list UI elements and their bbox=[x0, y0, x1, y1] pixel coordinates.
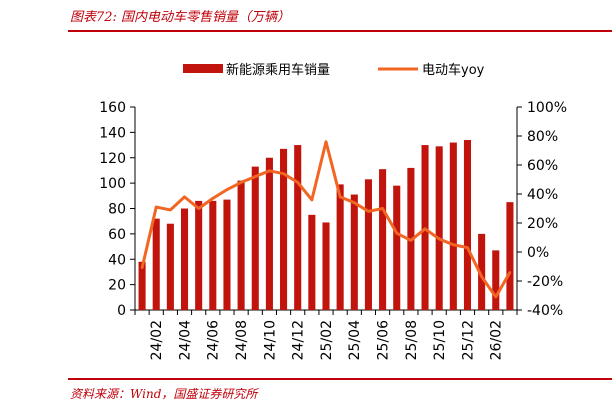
yoy-point bbox=[169, 208, 172, 212]
y-left-tick-label: 60 bbox=[108, 227, 126, 243]
legend-line-label: 电动车yoy bbox=[422, 62, 485, 78]
yoy-point bbox=[423, 227, 427, 230]
y-left-tick-label: 40 bbox=[108, 252, 126, 268]
legend-bar-swatch bbox=[183, 64, 223, 73]
bar bbox=[152, 218, 160, 310]
yoy-point bbox=[508, 271, 512, 274]
x-tick-label: 24/06 bbox=[206, 320, 222, 360]
bar bbox=[463, 139, 472, 310]
x-tick-label: 25/10 bbox=[432, 320, 448, 360]
x-tick-label: 25/12 bbox=[460, 320, 476, 360]
bar bbox=[478, 233, 486, 310]
yoy-point bbox=[254, 175, 257, 178]
bar bbox=[322, 222, 330, 310]
bar bbox=[209, 200, 217, 310]
y-right-tick-label: 80% bbox=[527, 129, 558, 145]
bar bbox=[308, 214, 316, 310]
x-tick-label: 25/02 bbox=[319, 320, 335, 360]
yoy-point bbox=[338, 195, 342, 199]
yoy-point bbox=[140, 266, 144, 270]
y-left-tick-label: 80 bbox=[108, 202, 126, 218]
yoy-point bbox=[452, 243, 455, 246]
chart: 新能源乘用车销量 电动车yoy 0 20 40 60 80 100 120 140 160 -40… bbox=[99, 62, 567, 360]
y-left-tick-label: 140 bbox=[99, 125, 126, 141]
x-tick-label: 24/12 bbox=[291, 320, 307, 360]
yoy-point bbox=[282, 172, 285, 175]
yoy-point bbox=[409, 239, 413, 242]
yoy-point bbox=[324, 140, 328, 143]
yoy-point bbox=[367, 210, 370, 213]
yoy-point bbox=[225, 188, 229, 191]
bar bbox=[195, 200, 203, 310]
y-left-tick-label: 20 bbox=[108, 278, 126, 294]
tick-labels: 0 20 40 60 80 100 120 140 160 -40% -20% 0% 20% 40% 60%… bbox=[99, 100, 567, 360]
legend-bar-label: 新能源乘用车销量 bbox=[226, 62, 330, 78]
x-tick-label: 24/02 bbox=[149, 320, 165, 360]
y-right-tick-label: 40% bbox=[527, 187, 558, 203]
bar bbox=[138, 261, 146, 310]
bar bbox=[393, 185, 401, 310]
yoy-point bbox=[310, 198, 314, 201]
bar bbox=[265, 157, 273, 310]
x-tick-label: 25/06 bbox=[375, 320, 391, 360]
line-series bbox=[140, 140, 512, 299]
y-right-tick-label: 100% bbox=[527, 100, 567, 116]
yoy-point bbox=[211, 197, 215, 200]
x-tick-label: 25/04 bbox=[347, 320, 363, 360]
bar bbox=[492, 250, 500, 310]
y-right-tick-label: -40% bbox=[527, 303, 563, 319]
yoy-point bbox=[480, 275, 483, 278]
yoy-point bbox=[353, 201, 356, 204]
bar bbox=[435, 146, 443, 310]
yoy-point bbox=[268, 169, 271, 172]
bar bbox=[449, 142, 457, 310]
yoy-point bbox=[183, 195, 186, 199]
bar bbox=[251, 166, 259, 310]
bar bbox=[166, 223, 174, 310]
x-tick-label: 24/10 bbox=[262, 320, 278, 360]
bar bbox=[180, 208, 189, 310]
yoy-point bbox=[197, 207, 200, 210]
yoy-point bbox=[494, 295, 497, 299]
yoy-point bbox=[395, 231, 398, 235]
bar bbox=[237, 180, 245, 310]
y-right-tick-label: 0% bbox=[527, 245, 549, 261]
source-rule bbox=[68, 378, 612, 380]
bar bbox=[280, 148, 288, 310]
y-left-tick-label: 0 bbox=[117, 303, 126, 319]
bar-series bbox=[138, 139, 514, 310]
source-note: 资料来源：Wind，国盛证券研究所 bbox=[70, 387, 258, 401]
bar bbox=[506, 202, 514, 310]
yoy-point bbox=[296, 181, 299, 184]
yoy-point bbox=[239, 181, 243, 184]
yoy-point bbox=[381, 207, 384, 210]
x-tick-label: 26/02 bbox=[489, 320, 505, 360]
bar bbox=[350, 194, 358, 310]
x-tick-label: 24/04 bbox=[177, 320, 193, 360]
legend: 新能源乘用车销量 电动车yoy bbox=[183, 62, 485, 78]
y-left-tick-label: 120 bbox=[99, 151, 126, 167]
yoy-point bbox=[437, 237, 441, 241]
y-left-tick-label: 160 bbox=[99, 100, 126, 116]
y-right-tick-label: -20% bbox=[527, 274, 563, 290]
figure-title: 图表72: 国内电动车零售销量（万辆） bbox=[70, 10, 291, 25]
bar bbox=[294, 145, 302, 310]
bar bbox=[364, 179, 372, 310]
x-tick-label: 25/08 bbox=[404, 320, 420, 360]
bar bbox=[379, 169, 387, 310]
yoy-point bbox=[155, 205, 158, 209]
y-right-tick-label: 60% bbox=[527, 158, 558, 174]
yoy-point bbox=[466, 246, 469, 249]
bar bbox=[223, 199, 231, 310]
x-tick-label: 24/08 bbox=[234, 320, 250, 360]
bar bbox=[336, 184, 344, 310]
y-left-tick-label: 100 bbox=[99, 176, 126, 192]
title-rule bbox=[68, 30, 612, 32]
y-right-tick-label: 20% bbox=[527, 216, 558, 232]
